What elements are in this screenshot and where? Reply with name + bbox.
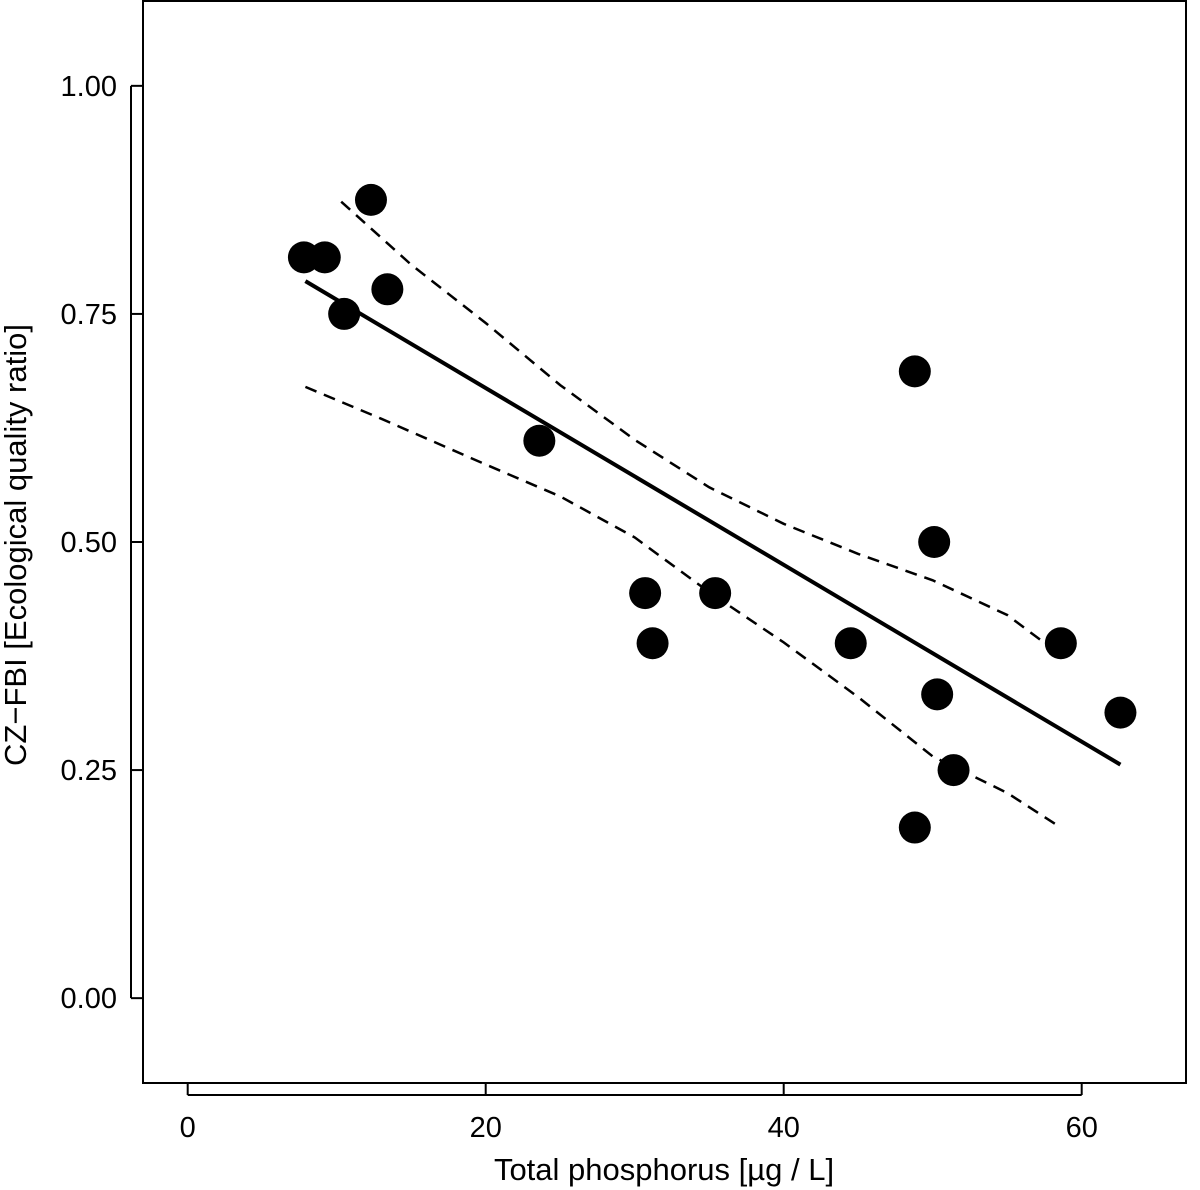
x-axis: 0 20 40 60 (180, 1083, 1098, 1144)
data-point (898, 811, 931, 844)
data-point (308, 241, 341, 274)
confidence-band-line (340, 200, 1062, 657)
x-tick-label: 0 (180, 1112, 196, 1144)
plot-frame (142, 0, 1187, 1084)
data-point (328, 297, 361, 330)
y-tick-label: 1.00 (61, 71, 117, 103)
x-tick-label: 20 (470, 1112, 502, 1144)
y-tick-label: 0.75 (61, 299, 117, 331)
y-tick-label: 0.25 (61, 755, 117, 787)
series-layer (287, 183, 1137, 844)
data-point (636, 627, 669, 660)
data-point (699, 577, 732, 610)
data-point (371, 273, 404, 306)
data-point (354, 183, 387, 216)
y-tick-label: 0.50 (61, 527, 117, 559)
x-tick-label: 40 (768, 1112, 800, 1144)
data-point (937, 754, 970, 787)
y-axis: 0.00 0.25 0.50 0.75 1.00 (61, 71, 143, 1015)
data-point (898, 355, 931, 388)
x-axis-title: Total phosphorus [µg / L] (494, 1152, 834, 1187)
regression-line (304, 279, 1122, 767)
y-tick-label: 0.00 (61, 983, 117, 1015)
data-point (921, 678, 954, 711)
data-point (834, 627, 867, 660)
data-point (918, 526, 951, 558)
data-point (523, 424, 556, 457)
y-axis-title: CZ−FBI [Ecological quality ratio] (0, 324, 33, 766)
data-point (1104, 696, 1137, 729)
data-point (629, 577, 662, 610)
x-tick-label: 60 (1066, 1112, 1098, 1144)
data-point (1044, 627, 1077, 660)
